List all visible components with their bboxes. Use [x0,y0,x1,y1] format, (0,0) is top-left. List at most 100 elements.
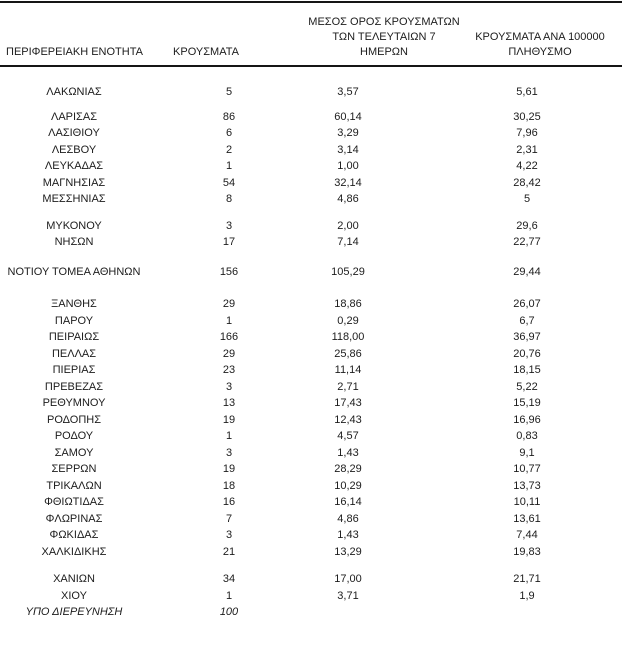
table-row: ΡΟΔΟΥ 1 4,57 0,83 [0,428,622,445]
region-cell: ΛΕΣΒΟΥ [51,143,97,156]
cases-cell: 2 [225,143,233,156]
table-body: ΛΑΚΩΝΙΑΣ 5 3,57 5,61 ΛΑΡΙΣΑΣ 86 60,14 30… [0,67,622,621]
per100k-cell: 5,61 [516,86,538,98]
table-row: ΠΑΡΟΥ 1 0,29 6,7 [0,313,622,330]
header-line: ΤΩΝ ΤΕΛΕΥΤΑΙΩΝ 7 [332,31,436,43]
region-cell: ΦΩΚΙΔΑΣ [49,529,99,541]
cases-cell: 19 [222,463,236,475]
table-row: ΣΕΡΡΩΝ 19 28,29 10,77 [0,461,622,478]
avg7-cell: 12,43 [334,413,362,426]
table-row: ΦΘΙΩΤΙΔΑΣ 16 16,14 10,11 [0,494,622,511]
cases-cell: 21 [222,545,236,558]
table-row: ΜΥΚΟΝΟΥ 3 2,00 29,6 [0,218,622,235]
avg7-cell: 3,29 [337,127,359,139]
per100k-cell: 10,11 [513,496,541,508]
table-row: ΦΛΩΡΙΝΑΣ 7 4,86 13,61 [0,511,622,528]
col-header-region: ΠΕΡΙΦΕΡΕΙΑΚΗ ΕΝΟΤΗΤΑ [6,46,143,58]
table-row: ΛΑΣΙΘΙΟΥ 6 3,29 7,96 [0,125,622,142]
per100k-cell: 5,22 [516,380,538,393]
region-cell: ΝΗΣΩΝ [54,236,94,248]
region-cell: ΧΑΛΚΙΔΙΚΗΣ [41,545,107,558]
group-spacer [0,560,622,571]
cases-cell: 5 [225,86,233,98]
cases-cell: 1 [225,314,233,327]
group-spacer [0,101,622,109]
per100k-cell: 16,96 [513,413,541,426]
per100k-cell: 1,9 [519,589,535,602]
header-line: ΠΛΗΘΥΣΜΟ [508,46,572,58]
group-spacer [0,280,622,296]
region-cell: ΠΑΡΟΥ [54,314,94,327]
per100k-cell: 15,19 [513,397,541,409]
cases-cell: 100 [219,606,239,618]
per100k-cell: 22,77 [513,236,541,248]
cases-cell: 3 [225,446,233,459]
table-row: ΧΙΟΥ 1 3,71 1,9 [0,588,622,605]
avg7-cell: 1,00 [337,160,359,172]
avg7-cell: 4,57 [337,430,359,442]
avg7-cell: 28,29 [334,463,362,475]
avg7-cell: 32,14 [334,176,362,189]
region-cell: ΦΛΩΡΙΝΑΣ [45,512,103,525]
per100k-cell: 7,96 [516,127,538,139]
region-cell: ΧΙΟΥ [61,589,87,602]
region-cell: ΠΕΙΡΑΙΩΣ [48,331,100,343]
cases-cell: 3 [225,380,233,393]
cases-cell: 3 [225,529,233,541]
region-cell: ΛΑΣΙΘΙΟΥ [48,127,100,139]
avg7-cell: 17,43 [334,397,362,409]
region-cell: ΡΕΘΥΜΝΟΥ [42,397,106,409]
per100k-cell: 9,1 [519,446,535,459]
table-row: ΠΕΙΡΑΙΩΣ 166 118,00 36,97 [0,329,622,346]
region-cell: ΦΘΙΩΤΙΔΑΣ [44,496,104,508]
per100k-cell: 5 [523,193,531,205]
avg7-cell: 3,57 [337,86,359,98]
per100k-cell: 29,44 [513,265,541,278]
region-cell: ΤΡΙΚΑΛΩΝ [46,479,102,492]
per100k-cell: 30,25 [513,110,541,123]
table-row: ΝΗΣΩΝ 17 7,14 22,77 [0,234,622,251]
avg7-cell: 18,86 [334,298,362,310]
cases-cell: 29 [222,347,236,360]
avg7-cell: 13,29 [334,545,362,558]
cases-cell: 166 [219,331,239,343]
cases-cell: 3 [225,219,233,232]
table-row: ΥΠΟ ΔΙΕΡΕΥΝΗΣΗ 100 [0,604,622,621]
region-cell: ΛΑΡΙΣΑΣ [50,110,97,123]
cases-cell: 13 [222,397,236,409]
table-row: ΣΑΜΟΥ 3 1,43 9,1 [0,445,622,462]
region-cell: ΡΟΔΟΥ [54,430,94,442]
avg7-cell: 3,14 [337,143,359,156]
avg7-cell: 1,43 [337,529,359,541]
region-cell: ΧΑΝΙΩΝ [53,573,95,585]
avg7-cell: 2,00 [337,219,359,232]
table-row: ΛΕΥΚΑΔΑΣ 1 1,00 4,22 [0,158,622,175]
region-cell: ΠΡΕΒΕΖΑΣ [44,380,104,393]
cases-cell: 7 [225,512,233,525]
avg7-cell: 17,00 [334,573,362,585]
avg7-cell: 105,29 [331,265,365,278]
table-row: ΛΑΚΩΝΙΑΣ 5 3,57 5,61 [0,84,622,101]
table-row: ΡΟΔΟΠΗΣ 19 12,43 16,96 [0,412,622,429]
group-spacer [0,208,622,218]
table-row: ΠΕΛΛΑΣ 29 25,86 20,76 [0,346,622,363]
per100k-cell: 2,31 [516,143,538,156]
per100k-cell: 21,71 [513,573,541,585]
col-header-cases: ΚΡΟΥΣΜΑΤΑ [173,46,239,58]
regional-cases-table: ΠΕΡΙΦΕΡΕΙΑΚΗ ΕΝΟΤΗΤΑ ΚΡΟΥΣΜΑΤΑ ΜΕΣΟΣ ΟΡΟ… [0,1,622,621]
header-line: ΜΕΣΟΣ ΟΡΟΣ ΚΡΟΥΣΜΑΤΩΝ [308,16,460,28]
group-spacer [0,251,622,264]
table-row: ΝΟΤΙΟΥ ΤΟΜΕΑ ΑΘΗΝΩΝ 156 105,29 29,44 [0,264,622,281]
cases-cell: 18 [222,479,236,492]
table-row: ΡΕΘΥΜΝΟΥ 13 17,43 15,19 [0,395,622,412]
region-cell: ΜΕΣΣΗΝΙΑΣ [42,193,106,205]
per100k-cell: 13,73 [513,479,541,492]
cases-cell: 17 [222,236,236,248]
per100k-cell: 29,6 [516,219,538,232]
per100k-cell: 19,83 [513,545,541,558]
cases-cell: 6 [225,127,233,139]
region-cell: ΠΙΕΡΙΑΣ [52,364,96,376]
header-line: ΚΡΟΥΣΜΑΤΑ ΑΝΑ 100000 [475,31,605,43]
region-cell: ΠΕΛΛΑΣ [51,347,97,360]
per100k-cell: 13,61 [513,512,541,525]
